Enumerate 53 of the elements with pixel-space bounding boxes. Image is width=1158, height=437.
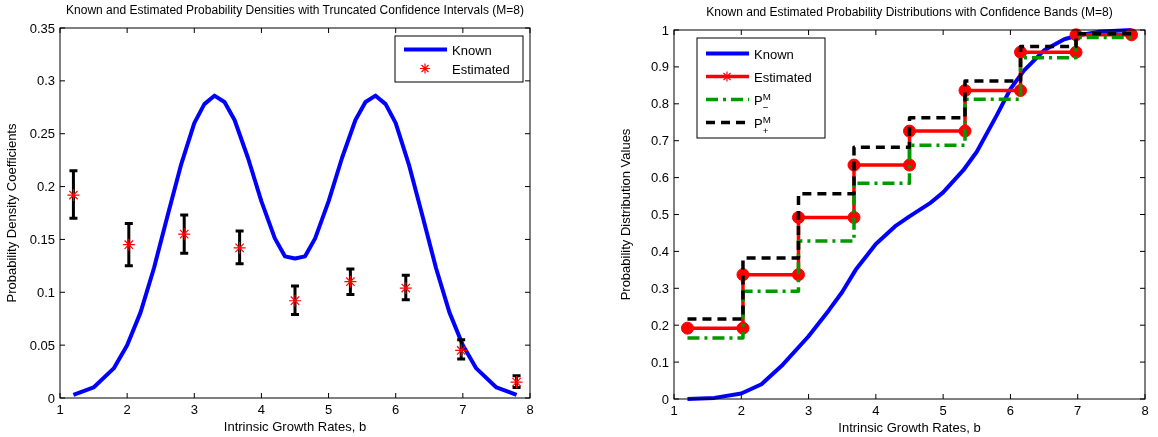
x-tick-label: 8 bbox=[526, 402, 534, 417]
x-tick-label: 4 bbox=[872, 403, 880, 418]
y-tick-label: 0.1 bbox=[650, 354, 669, 370]
y-axis-title: Probability Distribution Values bbox=[618, 128, 633, 301]
legend-label: Estimated bbox=[452, 61, 510, 77]
point bbox=[399, 281, 413, 295]
x-tick-label: 6 bbox=[1006, 403, 1015, 418]
x-tick-label: 6 bbox=[392, 402, 400, 417]
y-tick-label: 0.25 bbox=[29, 126, 55, 142]
x-axis-title: Intrinsic Growth Rates, b bbox=[838, 420, 981, 435]
point bbox=[288, 294, 302, 308]
point bbox=[454, 343, 468, 358]
y-tick-label: 0.05 bbox=[29, 337, 55, 353]
x-axis-title: Intrinsic Growth Rates, b bbox=[223, 419, 367, 434]
x-tick-label: 5 bbox=[939, 403, 947, 418]
y-tick-label: 0.3 bbox=[36, 73, 55, 89]
y-tick-label: 0.1 bbox=[36, 284, 55, 300]
y-tick-label: 0.6 bbox=[650, 170, 669, 186]
line-series bbox=[71, 93, 519, 397]
x-tick-label: 2 bbox=[123, 402, 131, 417]
point bbox=[122, 238, 136, 252]
y-tick-label: 0.4 bbox=[650, 243, 669, 259]
x-tick-label: 3 bbox=[804, 403, 813, 418]
y-tick-label: 0 bbox=[47, 390, 55, 406]
point bbox=[233, 241, 247, 255]
chart-title: Known and Estimated Probability Densities with Truncated Confidence Intervals (M=8) bbox=[66, 3, 524, 17]
x-tick-label: 7 bbox=[459, 402, 467, 417]
y-tick-label: 0.3 bbox=[650, 280, 669, 296]
y-axis-title: Probability Density Coefficients bbox=[4, 123, 19, 303]
y-tick-label: 0.7 bbox=[650, 133, 669, 149]
y-tick-label: 0.15 bbox=[29, 231, 55, 247]
x-tick-label: 2 bbox=[737, 403, 745, 418]
x-tick-label: 5 bbox=[324, 402, 333, 417]
legend-label: Known bbox=[452, 42, 492, 58]
point bbox=[680, 321, 694, 335]
y-tick-label: 0 bbox=[661, 391, 669, 407]
x-tick-label: 3 bbox=[190, 402, 198, 417]
y-tick-label: 0.2 bbox=[36, 179, 55, 195]
point bbox=[177, 227, 191, 241]
y-tick-label: 0.8 bbox=[650, 96, 669, 112]
x-tick-label: 4 bbox=[257, 402, 266, 417]
legend-label: Estimated bbox=[754, 69, 812, 85]
y-tick-label: 0.35 bbox=[29, 20, 55, 36]
y-tick-label: 0.5 bbox=[650, 207, 669, 222]
point bbox=[66, 188, 81, 202]
y-tick-label: 0.2 bbox=[650, 317, 669, 333]
point bbox=[343, 275, 357, 289]
x-tick-label: 7 bbox=[1074, 403, 1082, 418]
y-tick-label: 0.9 bbox=[650, 59, 669, 75]
chart-title: Known and Estimated Probability Distributions with Confidence Bands (M=8) bbox=[706, 5, 1113, 19]
x-tick-label: 8 bbox=[1141, 403, 1149, 418]
y-tick-label: 1 bbox=[661, 22, 669, 38]
legend-label: Known bbox=[754, 46, 794, 62]
